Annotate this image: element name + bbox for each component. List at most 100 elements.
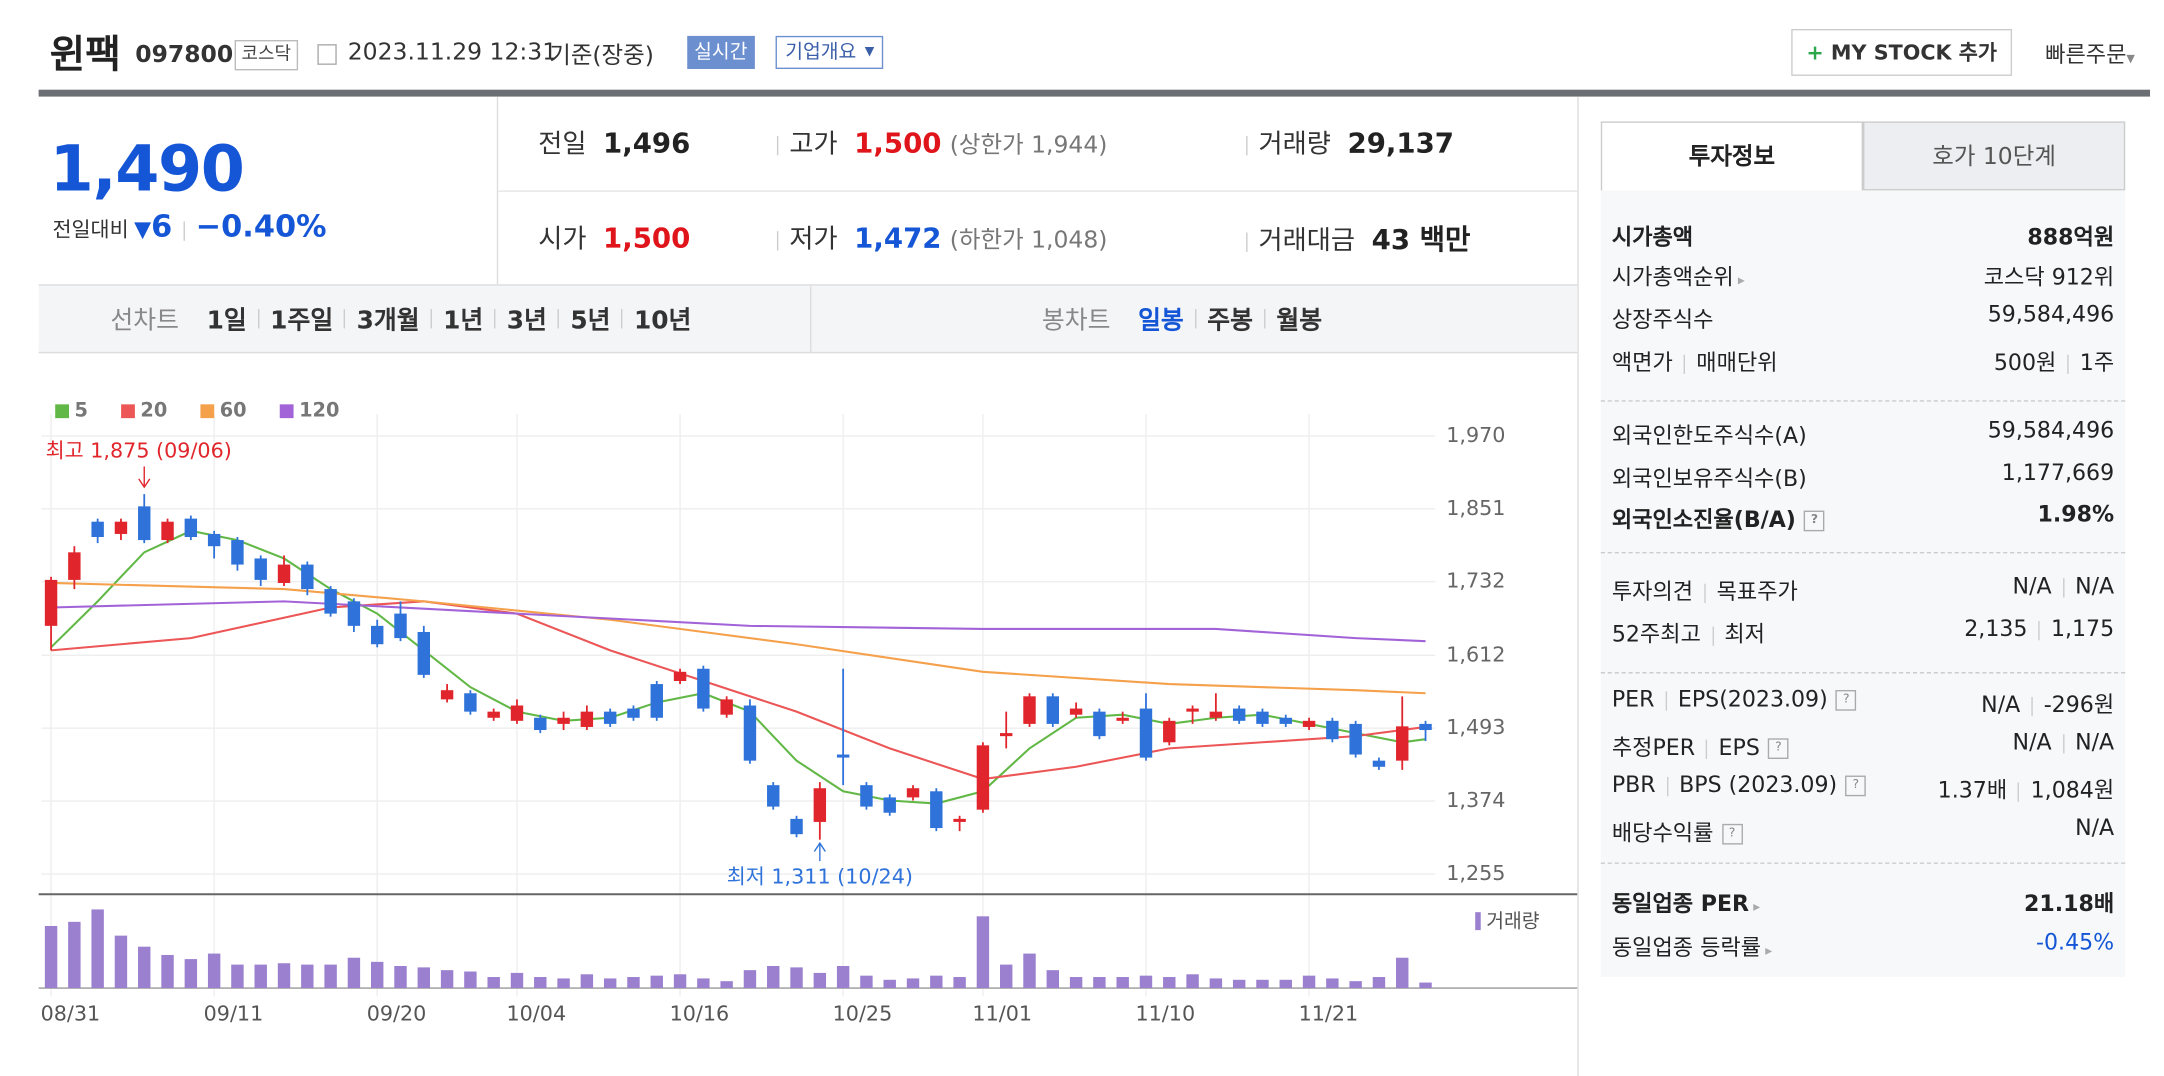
info-label: 52주최고 최저: [1612, 615, 1765, 648]
info-value: 500원 1주: [1994, 344, 2114, 377]
period-tab[interactable]: 10년: [633, 306, 692, 336]
label-part: 52주최고: [1611, 621, 1701, 648]
info-value: 1.37배 1,084원: [1938, 771, 2114, 804]
separator: [2038, 620, 2040, 640]
help-icon[interactable]: ?: [1768, 738, 1789, 759]
annotation-label: 최저 1,311 (10/24): [727, 865, 913, 889]
info-label: 시가총액순위 ▸: [1612, 258, 1745, 291]
info-label: 투자의견 목표주가: [1612, 573, 1798, 606]
basis: 기준(장중): [549, 42, 654, 70]
period-tab[interactable]: 3개월: [356, 306, 420, 336]
label-part: 목표주가: [1716, 578, 1798, 605]
info-row: 시가총액 888억원: [1612, 218, 2114, 251]
volume-bar: [114, 935, 128, 989]
info-row: PBR BPS (2023.09)? 1.37배 1,084원: [1612, 771, 2114, 804]
quote-label: 저가: [789, 224, 838, 255]
label-part: 외국인한도주식수(A): [1611, 422, 1807, 449]
volume-bar: [1302, 975, 1316, 989]
candle-body: [138, 506, 151, 541]
candle-body: [1256, 711, 1269, 724]
my-stock-label: MY STOCK 추가: [1830, 40, 1997, 65]
quote-extra: (상한가 1,944): [949, 131, 1108, 160]
separator: [1683, 353, 1686, 374]
candle-body: [254, 558, 267, 580]
candle-body: [301, 564, 314, 590]
candle-tab[interactable]: 월봉: [1276, 306, 1323, 336]
period-tab[interactable]: 1일: [206, 306, 247, 336]
info-label: PBR BPS (2023.09)?: [1612, 771, 1867, 804]
info-label: PER EPS(2023.09)?: [1612, 686, 1857, 719]
help-icon[interactable]: ?: [1721, 823, 1743, 845]
help-icon[interactable]: ?: [1845, 775, 1867, 797]
info-value: N/A N/A: [2013, 573, 2115, 606]
separator: [183, 220, 185, 241]
volume-bar: [1046, 970, 1060, 989]
link-arrow: ▸: [1737, 273, 1745, 289]
candle-body: [813, 788, 827, 822]
side-tab[interactable]: 투자정보: [1600, 121, 1863, 191]
info-row: 투자의견 목표주가 N/A N/A: [1612, 573, 2114, 606]
help-icon[interactable]: ?: [1804, 510, 1825, 532]
period-tab[interactable]: 1년: [443, 306, 484, 336]
x-tick-label: 08/31: [41, 1001, 101, 1025]
candle-body: [1372, 760, 1386, 767]
quote-value: 1,496: [603, 126, 691, 160]
help-icon[interactable]: ?: [1836, 690, 1857, 711]
period-tab[interactable]: 5년: [570, 306, 611, 336]
side-tab[interactable]: 호가 10단계: [1863, 121, 2126, 191]
company-button[interactable]: 기업개요 ▼: [775, 35, 883, 69]
candle-tab[interactable]: 일봉: [1138, 306, 1184, 336]
x-tick-label: 11/21: [1299, 1001, 1359, 1025]
candle-body: [1116, 717, 1129, 721]
stock-code: 097800: [135, 41, 234, 69]
group-divider: [1600, 552, 2126, 554]
volume-bar: [976, 916, 990, 989]
volume-bar: [883, 979, 896, 989]
arrow-head: [813, 841, 826, 852]
my-stock-button[interactable]: + MY STOCK 추가: [1791, 28, 2013, 76]
y-tick-label: 1,493: [1446, 715, 1505, 739]
candle-body: [1139, 708, 1153, 758]
realtime-badge[interactable]: 실시간: [687, 35, 755, 69]
candle-body: [603, 711, 617, 724]
label-part: 시가총액: [1611, 223, 1694, 250]
volume-bar: [207, 953, 221, 989]
volume-legend-swatch: [1475, 912, 1481, 931]
period-tab[interactable]: 3년: [506, 306, 547, 336]
candle-body: [394, 613, 407, 639]
candle-body: [557, 717, 570, 724]
volume-bar: [277, 963, 291, 989]
candle-body: [510, 705, 524, 721]
candle-body: [1349, 723, 1362, 755]
candle-body: [114, 521, 128, 534]
candle-tab[interactable]: 주봉: [1207, 306, 1253, 336]
label-part: 투자의견: [1611, 578, 1694, 605]
legend-label: 60: [220, 399, 247, 422]
volume-bar: [906, 978, 920, 989]
period-bar: [38, 284, 1578, 354]
header-bar: [38, 89, 2151, 97]
moving-average-line: [51, 600, 1426, 643]
value-part: N/A: [2075, 728, 2115, 755]
quote-item: 거래대금 43 백만: [1235, 217, 1470, 257]
volume-bar: [813, 972, 827, 989]
info-row: 배당수익률? N/A: [1612, 814, 2114, 847]
quick-order[interactable]: 빠른주문▼: [2045, 36, 2135, 69]
x-tick-label: 10/16: [670, 1001, 730, 1025]
volume-bar: [673, 974, 687, 989]
volume-bar: [487, 977, 500, 989]
info-row: 52주최고 최저 2,135 1,175: [1612, 615, 2114, 648]
value-part: 59,584,496: [1987, 416, 2115, 443]
info-row: 외국인소진율(B/A)? 1.98%: [1612, 501, 2114, 534]
volume-bar: [1093, 977, 1106, 989]
legend-swatch: [279, 404, 294, 419]
volume-bar: [580, 974, 594, 989]
quote-label: 전일: [538, 129, 587, 160]
period-tab[interactable]: 1주일: [270, 306, 334, 336]
separator: [2067, 353, 2069, 374]
candle-body: [68, 552, 81, 580]
volume-bar: [650, 975, 663, 989]
quote-label: 거래량: [1258, 129, 1331, 160]
separator: [1246, 231, 1248, 252]
